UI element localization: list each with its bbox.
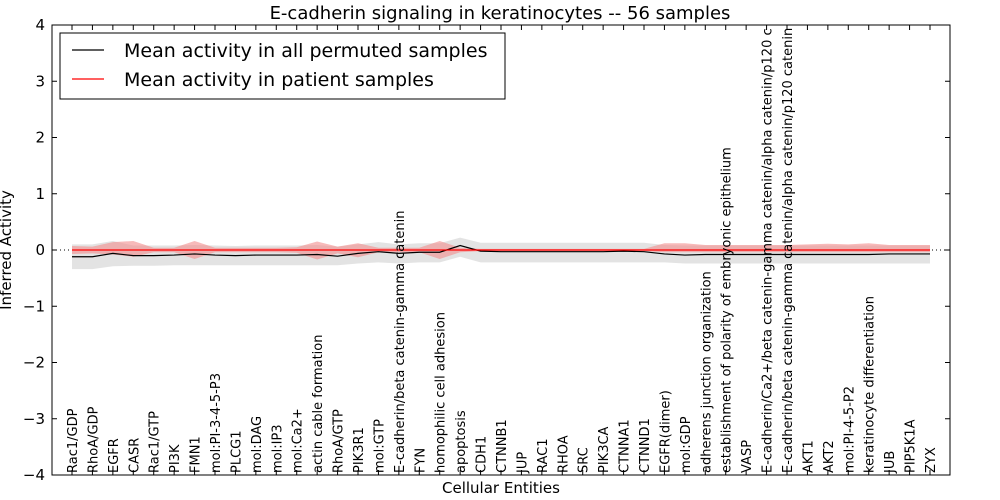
x-tick-label: keratinocyte differentiation <box>863 296 878 473</box>
x-tick-label: E-cadherin/beta catenin-gamma catenin/al… <box>781 28 796 473</box>
y-axis: −4 −3 −2 −1 0 1 2 3 4 <box>23 16 950 484</box>
x-tick-label: AKT1 <box>801 440 816 473</box>
y-tick-label: 3 <box>35 72 45 90</box>
x-tick-label: ZYX <box>924 447 939 473</box>
x-tick-label: CTNNA1 <box>618 419 633 473</box>
x-tick-label: establishment of polarity of embryonic e… <box>720 147 735 473</box>
series-line-permuted <box>72 244 930 258</box>
y-axis-title: Inferred Activity <box>0 190 15 310</box>
x-tick-label: FMN1 <box>189 436 204 473</box>
x-tick-label: JUP <box>515 452 530 474</box>
x-tick-label: SRC <box>577 447 592 473</box>
x-tick-label: adherens junction organization <box>699 271 714 473</box>
x-tick-label: PIK3CA <box>597 426 612 473</box>
chart-title: E-cadherin signaling in keratinocytes --… <box>270 3 731 24</box>
x-tick-label: mol:DAG <box>250 416 265 473</box>
x-tick-label: EGFR(dimer) <box>658 390 673 473</box>
y-tick-label: −2 <box>23 354 45 372</box>
y-tick-label: 2 <box>35 129 45 147</box>
x-tick-label: PI3K <box>168 444 183 473</box>
legend: Mean activity in all permuted samples Me… <box>59 32 506 100</box>
x-tick-label: homophilic cell adhesion <box>434 312 449 473</box>
x-tick-label: mol:PI-3-4-5-P3 <box>209 373 224 473</box>
plot-area <box>52 237 950 270</box>
x-tick-label: E-cadherin/Ca2+/beta catenin-gamma caten… <box>761 28 776 473</box>
x-tick-label: PLCG1 <box>229 430 244 473</box>
x-tick-label: E-cadherin/beta catenin-gamma catenin <box>393 211 408 473</box>
legend-box <box>59 32 506 100</box>
x-tick-label: mol:IP3 <box>270 424 285 473</box>
x-tick-label: PIK3R1 <box>352 427 367 473</box>
x-tick-label: EGFR <box>107 438 122 473</box>
x-axis-title: Cellular Entities <box>442 479 560 497</box>
y-tick-label: 4 <box>35 16 45 34</box>
y-tick-label: −3 <box>23 410 45 428</box>
y-tick-label: −4 <box>23 466 45 484</box>
x-tick-label: RhoA/GTP <box>332 409 347 473</box>
y-tick-label: −1 <box>23 297 45 315</box>
x-tick-label: AKT2 <box>822 440 837 473</box>
x-tick-label: RAC1 <box>536 438 551 473</box>
x-tick-label: VASP <box>740 440 755 473</box>
x-axis: Rac1/GDP RhoA/GDP EGFR CASR Rac1/GTP PI3K FMN1… <box>66 25 939 475</box>
x-tick-label: Rac1/GDP <box>66 408 81 473</box>
x-tick-label: FYN <box>413 448 428 473</box>
x-tick-label: mol:GDP <box>679 416 694 473</box>
x-tick-label: mol:GTP <box>372 419 387 473</box>
x-tick-label: RhoA/GDP <box>86 406 101 473</box>
x-tick-label: CDH1 <box>475 436 490 473</box>
y-tick-label: 0 <box>35 241 45 259</box>
x-tick-label: RHOA <box>556 435 571 473</box>
x-tick-label: JUB <box>883 451 898 474</box>
x-tick-label: apoptosis <box>454 410 469 473</box>
legend-label-permuted: Mean activity in all permuted samples <box>124 40 487 62</box>
x-tick-label: PIP5K1A <box>904 419 919 473</box>
x-tick-label: actin cable formation <box>311 335 326 473</box>
x-tick-label: CTNND1 <box>638 418 653 473</box>
x-tick-label: mol:Ca2+ <box>291 408 306 473</box>
y-tick-label: 1 <box>35 185 45 203</box>
x-tick-label: mol:PI-4-5-P2 <box>842 386 857 473</box>
x-tick-label: CTNNB1 <box>495 419 510 473</box>
legend-label-patient: Mean activity in patient samples <box>124 69 434 91</box>
x-tick-label: Rac1/GTP <box>148 411 163 473</box>
x-tick-label: CASR <box>127 438 142 473</box>
